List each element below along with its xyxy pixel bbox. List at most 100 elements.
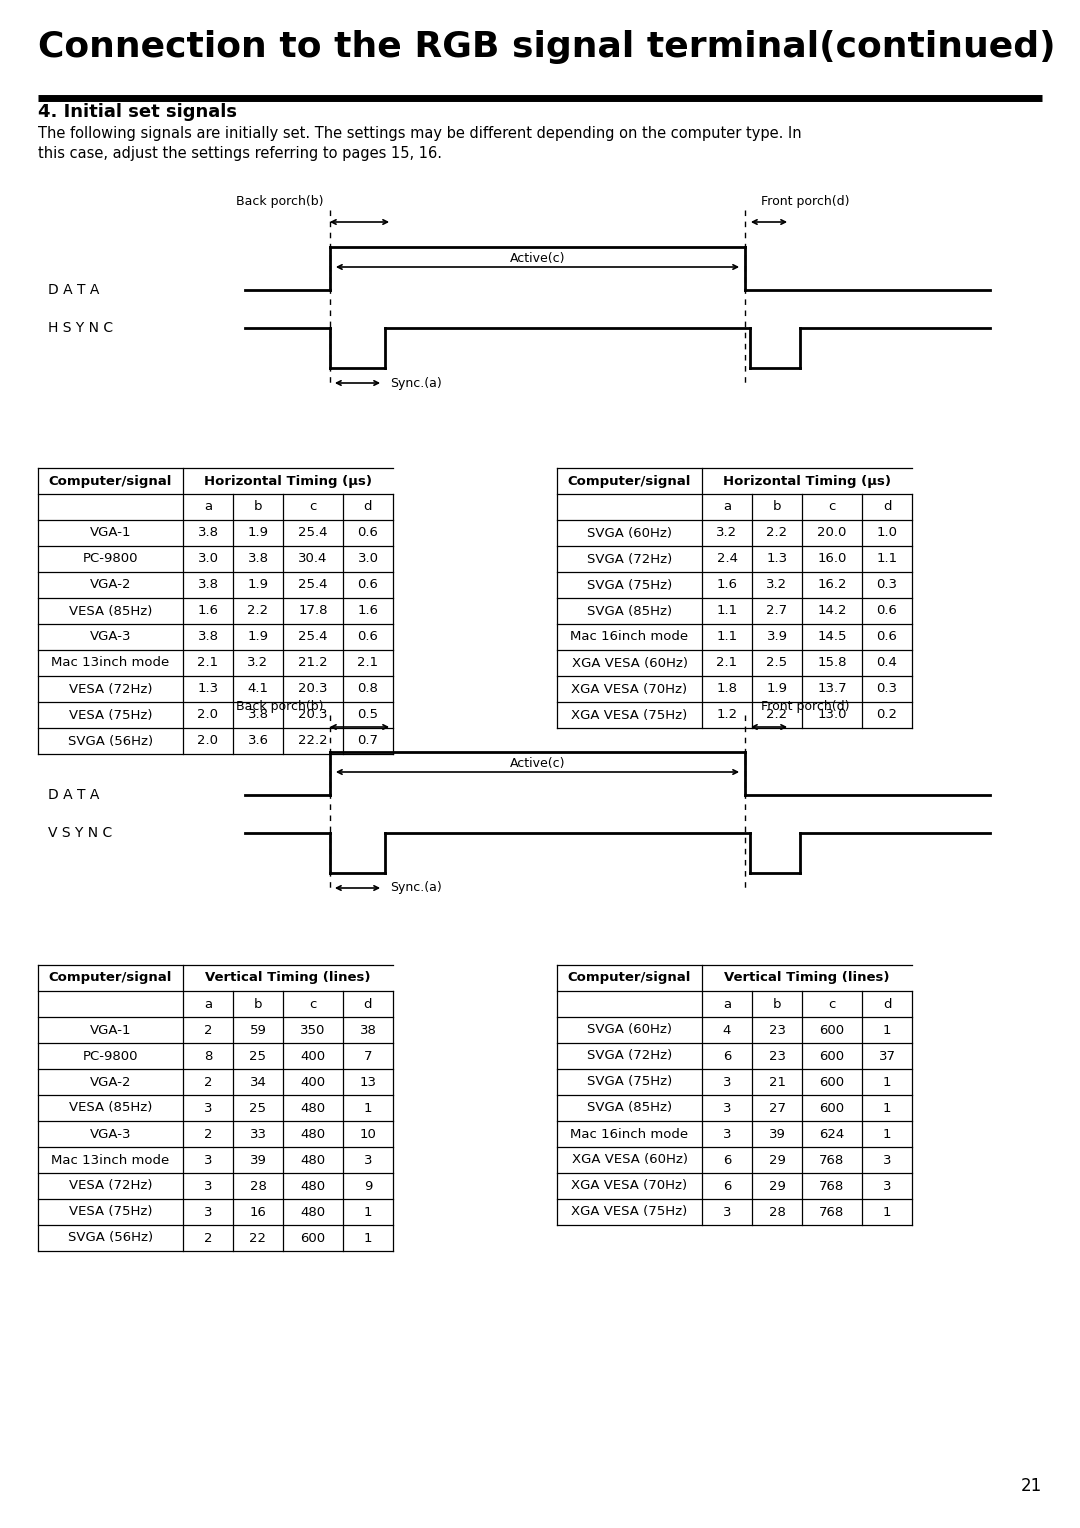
Text: D A T A: D A T A — [48, 788, 99, 802]
Text: 2.2: 2.2 — [767, 527, 787, 539]
Text: 59: 59 — [249, 1024, 267, 1036]
Text: SVGA (85Hz): SVGA (85Hz) — [586, 605, 672, 617]
Text: 23: 23 — [769, 1050, 785, 1062]
Text: 10: 10 — [360, 1128, 377, 1140]
Text: 20.0: 20.0 — [818, 527, 847, 539]
Text: D A T A: D A T A — [48, 283, 99, 296]
Text: 1: 1 — [882, 1102, 891, 1114]
Text: SVGA (85Hz): SVGA (85Hz) — [586, 1102, 672, 1114]
Text: 3.2: 3.2 — [767, 579, 787, 591]
Text: 3: 3 — [723, 1128, 731, 1140]
Text: Horizontal Timing (µs): Horizontal Timing (µs) — [204, 475, 372, 487]
Text: 1.1: 1.1 — [716, 631, 738, 643]
Text: 2: 2 — [204, 1232, 213, 1244]
Text: 3: 3 — [204, 1206, 213, 1218]
Text: 600: 600 — [820, 1050, 845, 1062]
Text: 28: 28 — [249, 1180, 267, 1192]
Text: 3: 3 — [364, 1154, 373, 1166]
Text: 39: 39 — [769, 1128, 785, 1140]
Text: Front porch(d): Front porch(d) — [760, 700, 849, 714]
Text: 3.0: 3.0 — [198, 553, 218, 565]
Text: VGA-3: VGA-3 — [90, 1128, 132, 1140]
Text: Front porch(d): Front porch(d) — [760, 196, 849, 208]
Text: 2.2: 2.2 — [247, 605, 269, 617]
Text: b: b — [254, 501, 262, 513]
Text: 1.2: 1.2 — [716, 709, 738, 721]
Text: 1: 1 — [364, 1102, 373, 1114]
Text: 2: 2 — [204, 1076, 213, 1088]
Text: 20.3: 20.3 — [298, 683, 327, 695]
Text: a: a — [723, 501, 731, 513]
Text: 29: 29 — [769, 1180, 785, 1192]
Text: d: d — [364, 501, 373, 513]
Text: c: c — [828, 501, 836, 513]
Text: b: b — [254, 998, 262, 1010]
Text: Sync.(a): Sync.(a) — [390, 882, 442, 894]
Text: 0.3: 0.3 — [877, 579, 897, 591]
Text: 13: 13 — [360, 1076, 377, 1088]
Text: 1: 1 — [882, 1076, 891, 1088]
Text: 7: 7 — [364, 1050, 373, 1062]
Text: 2.2: 2.2 — [767, 709, 787, 721]
Text: 3.8: 3.8 — [247, 553, 269, 565]
Text: 29: 29 — [769, 1154, 785, 1166]
Text: a: a — [204, 998, 212, 1010]
Text: 22.2: 22.2 — [298, 735, 328, 747]
Text: 3: 3 — [882, 1154, 891, 1166]
Text: VESA (85Hz): VESA (85Hz) — [69, 1102, 152, 1114]
Text: Computer/signal: Computer/signal — [568, 475, 691, 487]
Text: 4.1: 4.1 — [247, 683, 269, 695]
Text: Computer/signal: Computer/signal — [49, 972, 172, 984]
Text: VGA-1: VGA-1 — [90, 1024, 132, 1036]
Text: 1.6: 1.6 — [198, 605, 218, 617]
Text: XGA VESA (60Hz): XGA VESA (60Hz) — [571, 1154, 688, 1166]
Text: 3.2: 3.2 — [716, 527, 738, 539]
Text: 0.3: 0.3 — [877, 683, 897, 695]
Text: 1.9: 1.9 — [247, 527, 269, 539]
Text: 37: 37 — [878, 1050, 895, 1062]
Text: VESA (85Hz): VESA (85Hz) — [69, 605, 152, 617]
Text: 400: 400 — [300, 1050, 325, 1062]
Text: 0.4: 0.4 — [877, 657, 897, 669]
Text: Back porch(b): Back porch(b) — [237, 196, 324, 208]
Text: 17.8: 17.8 — [298, 605, 327, 617]
Text: 0.8: 0.8 — [357, 683, 378, 695]
Text: VGA-1: VGA-1 — [90, 527, 132, 539]
Text: VGA-2: VGA-2 — [90, 1076, 132, 1088]
Text: 600: 600 — [300, 1232, 325, 1244]
Text: 1.8: 1.8 — [716, 683, 738, 695]
Text: H S Y N C: H S Y N C — [48, 321, 113, 335]
Text: 3.9: 3.9 — [767, 631, 787, 643]
Text: d: d — [364, 998, 373, 1010]
Text: 2: 2 — [204, 1128, 213, 1140]
Text: Horizontal Timing (µs): Horizontal Timing (µs) — [723, 475, 891, 487]
Text: 0.6: 0.6 — [357, 527, 378, 539]
Text: 0.6: 0.6 — [877, 605, 897, 617]
Text: VGA-3: VGA-3 — [90, 631, 132, 643]
Text: 3.8: 3.8 — [198, 631, 218, 643]
Text: 6: 6 — [723, 1180, 731, 1192]
Text: 480: 480 — [300, 1128, 325, 1140]
Text: 2: 2 — [204, 1024, 213, 1036]
Text: 1: 1 — [364, 1232, 373, 1244]
Text: Mac 16inch mode: Mac 16inch mode — [570, 1128, 689, 1140]
Text: 1: 1 — [364, 1206, 373, 1218]
Text: Vertical Timing (lines): Vertical Timing (lines) — [725, 972, 890, 984]
Text: 23: 23 — [769, 1024, 785, 1036]
Text: 3: 3 — [204, 1180, 213, 1192]
Text: 1.0: 1.0 — [877, 527, 897, 539]
Text: XGA VESA (75Hz): XGA VESA (75Hz) — [571, 709, 688, 721]
Text: Mac 13inch mode: Mac 13inch mode — [52, 1154, 170, 1166]
Text: 21.2: 21.2 — [298, 657, 328, 669]
Text: Vertical Timing (lines): Vertical Timing (lines) — [205, 972, 370, 984]
Text: Connection to the RGB signal terminal(continued): Connection to the RGB signal terminal(co… — [38, 31, 1055, 64]
Text: 39: 39 — [249, 1154, 267, 1166]
Text: 16.2: 16.2 — [818, 579, 847, 591]
Text: SVGA (75Hz): SVGA (75Hz) — [586, 1076, 672, 1088]
Text: b: b — [773, 501, 781, 513]
Text: 0.6: 0.6 — [877, 631, 897, 643]
Text: 16.0: 16.0 — [818, 553, 847, 565]
Text: Computer/signal: Computer/signal — [49, 475, 172, 487]
Text: 768: 768 — [820, 1180, 845, 1192]
Text: c: c — [309, 501, 316, 513]
